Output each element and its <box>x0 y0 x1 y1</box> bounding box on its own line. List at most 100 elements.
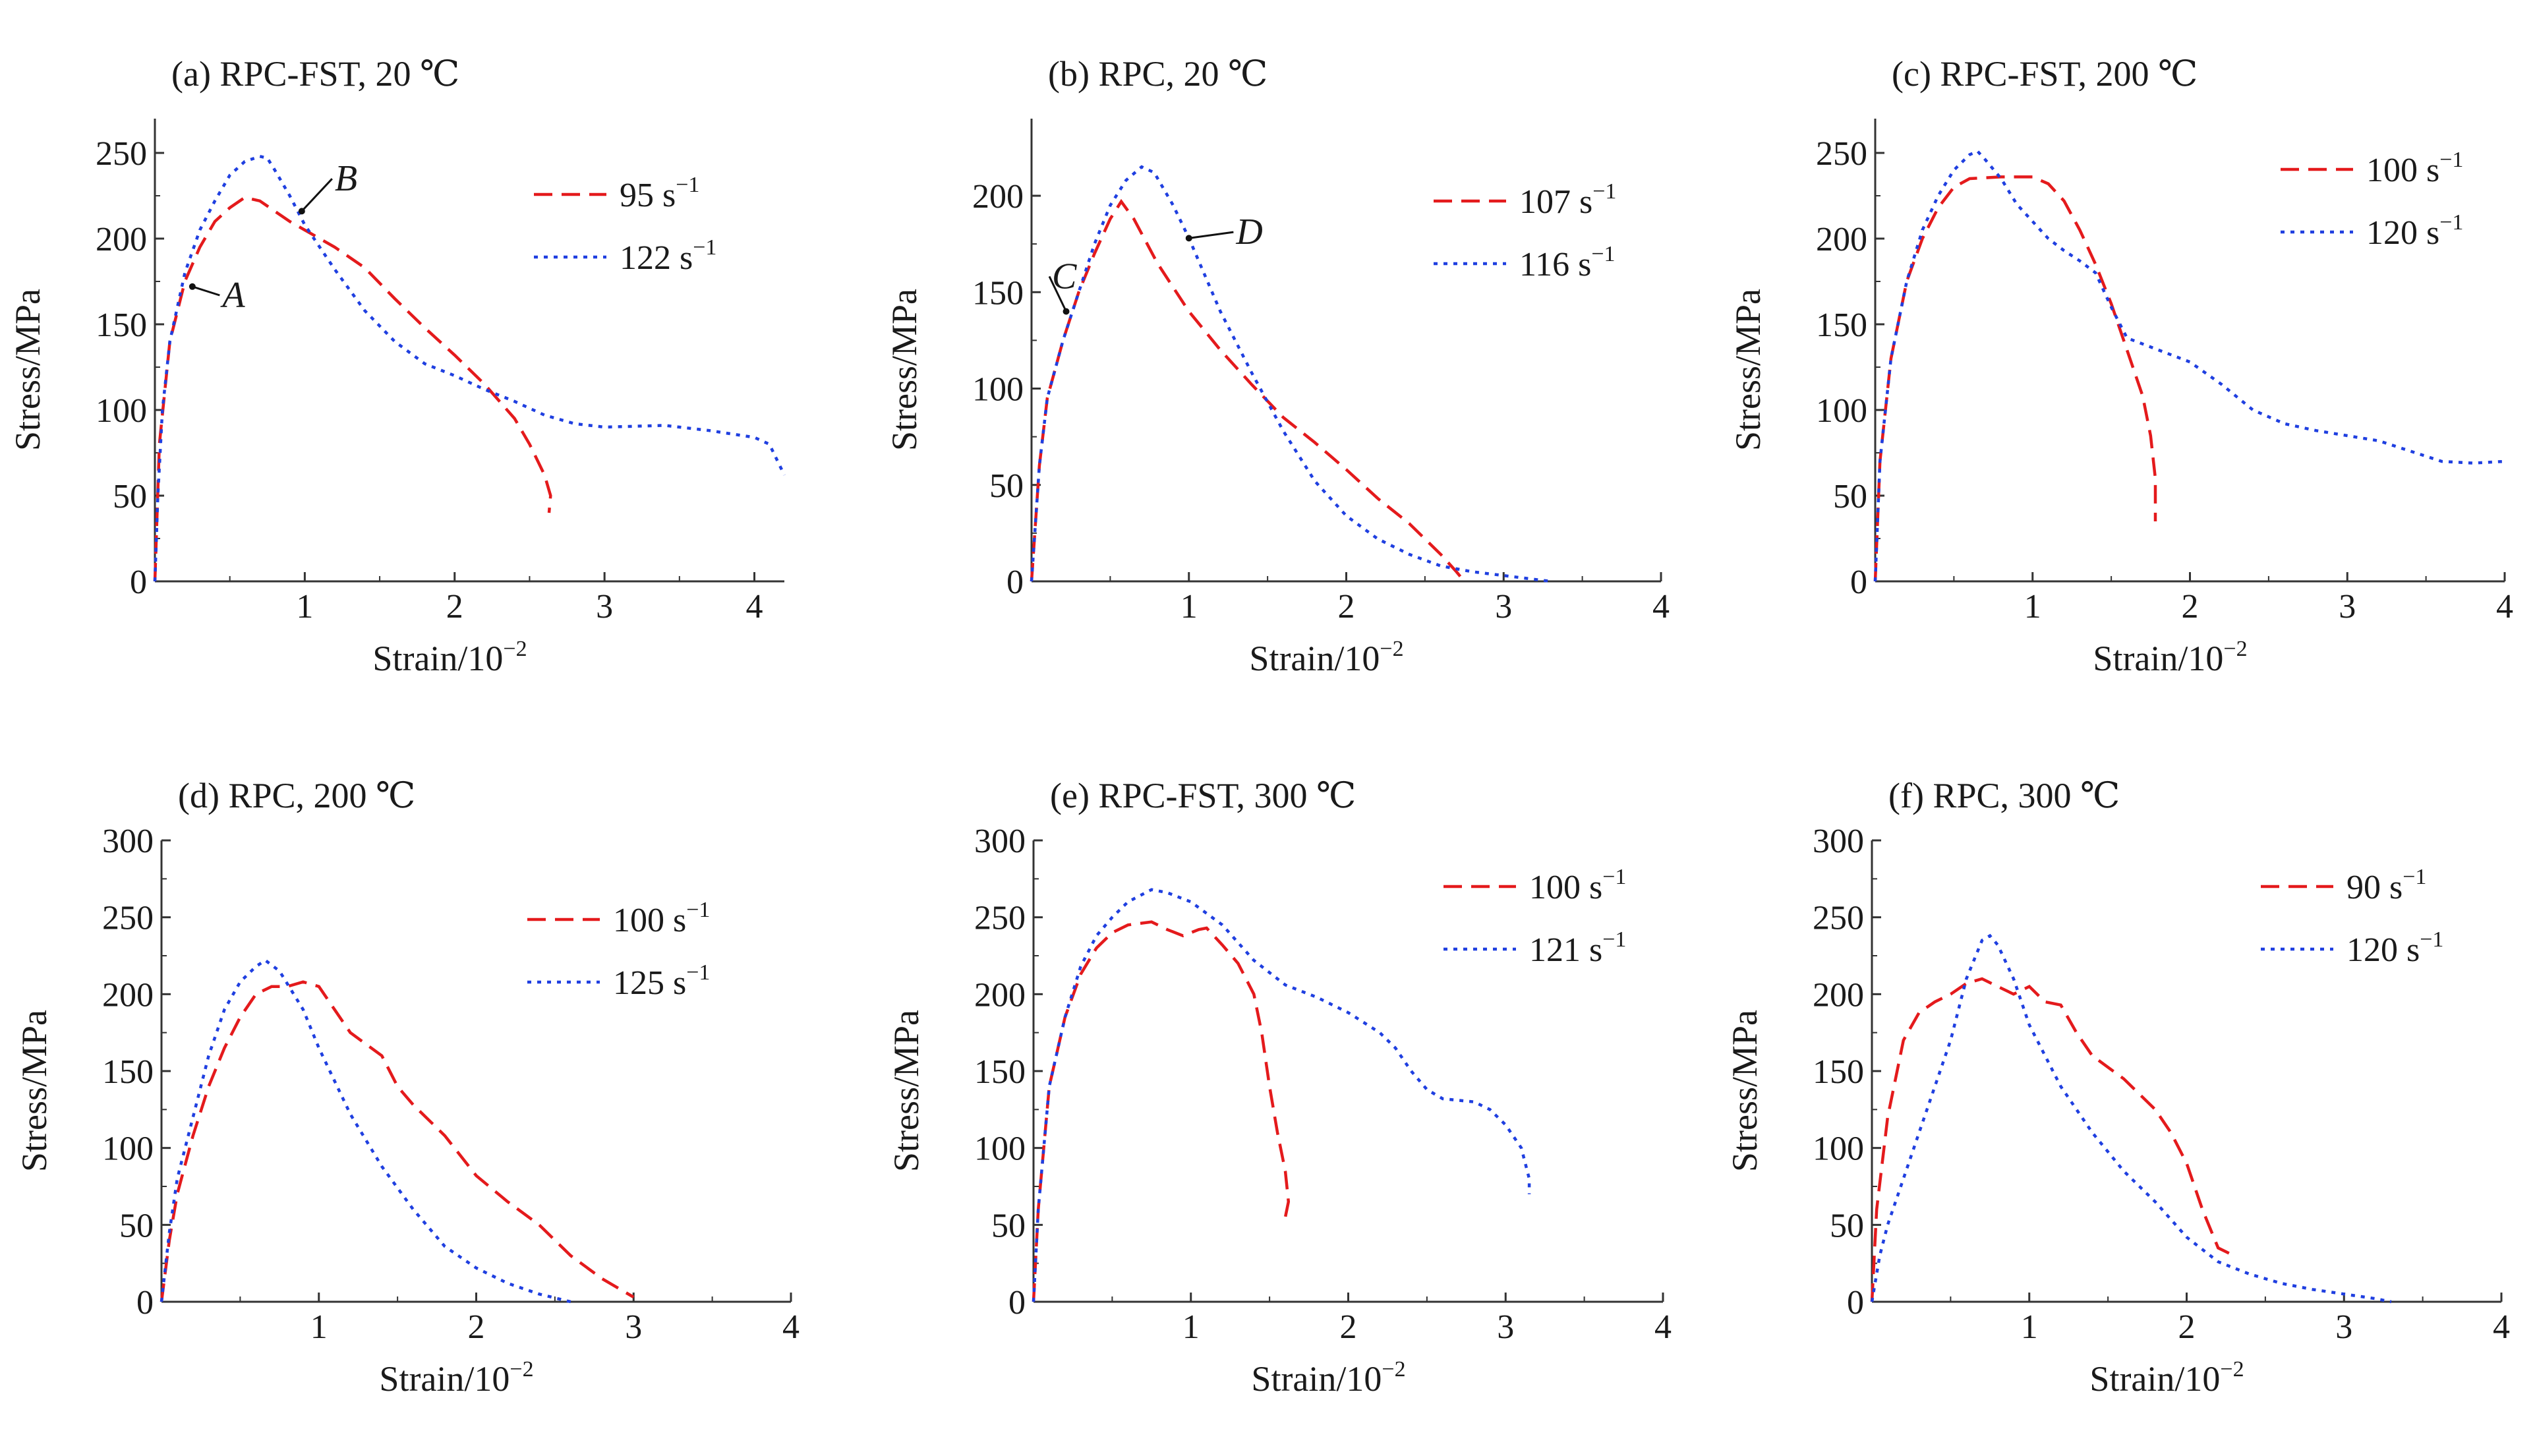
x-axis-label: Strain/10−2 <box>379 1357 533 1399</box>
x-tick-label: 1 <box>310 1308 328 1346</box>
y-tick-label: 300 <box>1813 823 1864 860</box>
annotation-arrow-head <box>298 208 305 215</box>
x-tick-label: 2 <box>1340 1308 1357 1346</box>
x-tick-label: 2 <box>2178 1308 2196 1346</box>
legend-label: 122 s−1 <box>620 235 716 277</box>
x-axis-label: Strain/10−2 <box>372 637 527 678</box>
legend-label: 120 s−1 <box>2346 927 2443 969</box>
y-tick-label: 200 <box>96 221 147 258</box>
series-line-1 <box>153 196 552 582</box>
series-line-2 <box>1030 165 1552 583</box>
series-line-2 <box>1870 933 2392 1304</box>
y-tick-label: 200 <box>102 976 154 1014</box>
series-line-1 <box>1870 977 2235 1302</box>
legend-label: 120 s−1 <box>2366 210 2463 252</box>
annotation-label: B <box>335 158 357 199</box>
series-line-2 <box>160 958 571 1304</box>
annotation-label: D <box>1235 212 1262 252</box>
legend-label: 100 s−1 <box>1529 865 1626 906</box>
y-tick-label: 0 <box>1847 1284 1864 1322</box>
y-tick-label: 100 <box>974 1130 1026 1168</box>
x-axis-label-exponent: −2 <box>1382 1357 1405 1382</box>
y-tick-label: 0 <box>1006 564 1024 601</box>
y-tick-label: 50 <box>1833 478 1867 515</box>
legend-label: 95 s−1 <box>620 173 699 214</box>
y-tick-label: 150 <box>1816 306 1867 344</box>
y-tick-label: 50 <box>113 478 147 515</box>
x-tick-label: 1 <box>2021 1308 2038 1346</box>
x-tick-label: 4 <box>2496 588 2513 626</box>
annotation-arrow <box>1188 231 1234 239</box>
x-tick-label: 3 <box>2339 588 2356 626</box>
y-tick-label: 0 <box>1850 564 1867 601</box>
y-tick-label: 250 <box>1813 900 1864 937</box>
y-tick-label: 150 <box>96 306 147 344</box>
chart-title: (e) RPC-FST, 300 ℃ <box>1050 776 1356 815</box>
y-tick-label: 250 <box>974 900 1026 937</box>
y-tick-label: 250 <box>1816 135 1867 173</box>
x-tick-label: 4 <box>2493 1308 2510 1346</box>
y-tick-label: 200 <box>1813 976 1864 1014</box>
legend-label: 121 s−1 <box>1529 927 1626 969</box>
x-tick-label: 4 <box>746 588 763 626</box>
x-tick-label: 2 <box>2182 588 2199 626</box>
x-axis-label-exponent: −2 <box>2223 637 2247 661</box>
y-tick-label: 0 <box>130 564 147 601</box>
legend-label: 116 s−1 <box>1519 242 1616 283</box>
chart-panel-d: (d) RPC, 200 ℃ 0 50 100 150 200 250 300 1 2 3 4 Stra… <box>15 776 800 1399</box>
x-axis-label-exponent: −2 <box>510 1357 533 1382</box>
series-line-2 <box>153 154 786 582</box>
x-axis-label: Strain/10−2 <box>1251 1357 1405 1399</box>
annotation-arrow-head <box>1063 308 1070 315</box>
series-line-1 <box>1030 198 1466 583</box>
y-tick-label: 50 <box>991 1207 1026 1244</box>
y-tick-label: 100 <box>1816 392 1867 430</box>
series-line-2 <box>1032 888 1531 1302</box>
legend-label-exponent: −1 <box>2420 927 2443 952</box>
legend-label-exponent: −1 <box>676 173 699 197</box>
y-axis-label: Stress/MPa <box>885 289 924 451</box>
chart-panel-f: (f) RPC, 300 ℃ 0 50 100 150 200 250 300 1 2 3 4 Stra… <box>1725 776 2510 1399</box>
series-line-2 <box>1873 149 2505 582</box>
y-tick-label: 250 <box>96 135 147 173</box>
x-tick-label: 3 <box>1495 588 1512 626</box>
legend-label-exponent: −1 <box>686 898 710 922</box>
x-axis-label: Strain/10−2 <box>2093 637 2247 678</box>
y-tick-label: 100 <box>102 1130 154 1168</box>
x-tick-label: 4 <box>782 1308 800 1346</box>
y-tick-label: 150 <box>972 274 1024 312</box>
y-tick-label: 100 <box>96 392 147 430</box>
x-tick-label: 3 <box>596 588 613 626</box>
x-tick-label: 3 <box>1497 1308 1514 1346</box>
x-axis-label-exponent: −2 <box>503 637 527 661</box>
y-tick-label: 100 <box>972 371 1024 409</box>
y-tick-label: 300 <box>974 823 1026 860</box>
legend-label-exponent: −1 <box>2439 210 2463 235</box>
legend-label-exponent: −1 <box>1602 927 1626 952</box>
x-axis-label-exponent: −2 <box>1380 637 1403 661</box>
legend-label-exponent: −1 <box>1592 179 1616 204</box>
legend-label-exponent: −1 <box>693 235 716 260</box>
chart-panel-b: (b) RPC, 20 ℃ 0 50 100 150 200 1 2 3 4 Strain/10−2… <box>885 54 1670 678</box>
legend-label: 125 s−1 <box>613 960 710 1002</box>
legend-label-exponent: −1 <box>2403 865 2426 889</box>
x-tick-label: 2 <box>1338 588 1355 626</box>
legend-label-exponent: −1 <box>1591 242 1615 266</box>
y-tick-label: 0 <box>136 1284 154 1322</box>
x-tick-label: 4 <box>1654 1308 1672 1346</box>
y-axis-label: Stress/MPa <box>887 1010 926 1172</box>
y-tick-label: 200 <box>1816 221 1867 258</box>
y-tick-label: 200 <box>972 178 1024 216</box>
chart-title: (b) RPC, 20 ℃ <box>1048 54 1268 94</box>
legend-label: 107 s−1 <box>1519 179 1616 221</box>
annotation-arrow-head <box>1185 235 1192 242</box>
y-tick-label: 150 <box>974 1053 1026 1091</box>
x-tick-label: 1 <box>1180 588 1198 626</box>
legend-label-exponent: −1 <box>1602 865 1626 889</box>
y-tick-label: 50 <box>1830 1207 1864 1244</box>
y-tick-label: 250 <box>102 900 154 937</box>
chart-panel-a: (a) RPC-FST, 20 ℃ 0 50 100 150 200 250 1 2 3 4 Stra… <box>8 54 786 678</box>
series-line-1 <box>1032 920 1291 1302</box>
y-tick-label: 200 <box>974 976 1026 1014</box>
